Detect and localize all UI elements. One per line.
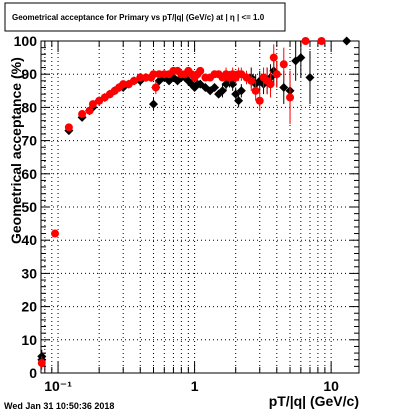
data-point (234, 96, 244, 106)
y-tick-label: 70 (21, 133, 37, 149)
data-point (196, 66, 205, 75)
y-tick-labels: 0 10 20 30 40 50 60 70 80 90 100 (14, 33, 38, 381)
data-point (51, 229, 60, 238)
data-point (37, 359, 46, 368)
y-tick-label: 90 (21, 66, 37, 82)
data-point (251, 86, 260, 95)
x-axis-title: pT/|q| (GeV/c) (269, 393, 359, 409)
title-box: Geometrical acceptance for Primary vs pT… (4, 2, 286, 32)
data-point (279, 82, 289, 92)
y-tick-label: 60 (21, 166, 37, 182)
data-point (78, 110, 87, 119)
x-tick-label: 10⁻¹ (44, 378, 72, 394)
data-point (64, 123, 73, 132)
data-point (266, 80, 275, 89)
x-tick-label: 10 (323, 378, 339, 394)
data-point (342, 36, 352, 46)
timestamp: Wed Jan 31 10:50:36 2018 (4, 401, 114, 411)
axis-ticks (41, 40, 359, 374)
chart-title: Geometrical acceptance for Primary vs pT… (12, 13, 265, 22)
x-tick-labels: 10⁻¹ 1 10 (44, 378, 339, 394)
title-frame (4, 2, 286, 32)
data-point (88, 100, 97, 109)
y-tick-label: 40 (21, 232, 37, 248)
data-point (236, 86, 246, 96)
data-point (272, 70, 281, 79)
data-point (301, 37, 310, 45)
data-point (149, 70, 158, 79)
data-point (210, 82, 220, 92)
y-tick-label: 30 (21, 265, 37, 281)
data-point (296, 53, 306, 63)
data-point (85, 106, 94, 115)
plot-area (40, 40, 360, 374)
y-tick-label: 0 (29, 365, 37, 381)
data-point (119, 80, 128, 89)
series-red-circles (37, 37, 326, 370)
data-point (247, 76, 256, 85)
y-tick-label: 20 (21, 299, 37, 315)
data-series (37, 36, 352, 370)
y-tick-label: 80 (21, 99, 37, 115)
data-point (305, 73, 315, 83)
y-tick-label: 50 (21, 199, 37, 215)
data-point (279, 60, 288, 69)
data-point (228, 79, 238, 89)
x-tick-label: 1 (191, 378, 199, 394)
y-tick-label: 10 (21, 332, 37, 348)
data-point (136, 73, 145, 82)
y-tick-label: 100 (14, 33, 38, 49)
data-point (317, 37, 326, 45)
data-point (148, 99, 158, 109)
data-point (130, 76, 139, 85)
data-point (217, 86, 227, 96)
y-axis-title: Geometrical acceptance (%) (8, 57, 24, 244)
data-point (255, 96, 264, 105)
data-point (286, 93, 295, 102)
data-point (269, 53, 278, 62)
data-point (151, 83, 160, 92)
